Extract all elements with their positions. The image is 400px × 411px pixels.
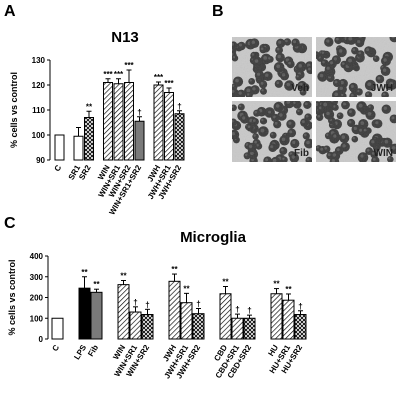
micrograph-noise xyxy=(316,37,396,97)
y-axis-label: % cells vs control xyxy=(7,259,17,335)
bar-rect xyxy=(174,113,185,161)
significance-label: ** xyxy=(222,278,229,287)
bar-jwh: ***JWH xyxy=(146,73,165,183)
y-tick-label: 400 xyxy=(30,252,44,261)
bar-rect xyxy=(180,302,193,340)
chart-title: N13 xyxy=(111,29,139,46)
bar-rect xyxy=(84,117,94,161)
bar-rect xyxy=(141,314,154,340)
significance-label: † xyxy=(235,305,239,314)
chart-microglia: Microglia % cells vs control 0 100 200 300 400… xyxy=(7,229,307,380)
micrograph-label: Veh xyxy=(291,83,309,94)
panel-letter-b: B xyxy=(212,3,224,20)
y-tick-label: 130 xyxy=(32,56,46,65)
bar-rect xyxy=(243,317,256,340)
micrograph-label: JWH xyxy=(371,83,393,94)
y-tick-label: 120 xyxy=(32,81,46,90)
bar-lps: **LPS xyxy=(72,268,91,361)
bar-rect xyxy=(192,313,205,340)
bar-hu: **HU xyxy=(266,280,283,358)
micrograph-panel: Veh JWH Fib WIN xyxy=(232,37,396,162)
micrograph-win: WIN xyxy=(316,101,396,162)
micrograph-noise xyxy=(232,37,312,97)
micrograph-fib: Fib xyxy=(232,101,312,162)
significance-label: ** xyxy=(86,102,93,111)
bar-rect xyxy=(270,293,283,340)
bar-rect xyxy=(117,284,130,340)
significance-label: ** xyxy=(273,280,280,289)
y-tick-label: 100 xyxy=(30,314,44,323)
bar-jwh: **JWH xyxy=(161,265,181,363)
bar-rect xyxy=(73,135,84,161)
bar-rect xyxy=(168,280,181,340)
micrograph-veh: Veh xyxy=(232,37,312,97)
significance-label: † xyxy=(133,298,137,307)
significance-label: ** xyxy=(285,285,292,294)
significance-label: ** xyxy=(93,280,100,289)
significance-label: *** xyxy=(103,70,113,79)
significance-label: *** xyxy=(114,70,124,79)
y-tick-label: 90 xyxy=(36,156,45,165)
micrograph-noise xyxy=(316,101,396,162)
micrograph-jwh: JWH xyxy=(316,37,396,97)
bar-rect xyxy=(134,120,145,161)
bar-rect xyxy=(113,83,124,161)
y-tick-label: 100 xyxy=(32,131,46,140)
significance-label: † xyxy=(145,300,149,309)
y-tick-label: 110 xyxy=(32,106,45,115)
bar-rect xyxy=(54,134,65,161)
x-tick-label: C xyxy=(53,163,64,173)
bar-rect xyxy=(219,293,232,340)
significance-label: ** xyxy=(81,268,88,277)
bar-rect xyxy=(282,299,295,340)
bar-rect xyxy=(51,317,64,340)
bar-rect xyxy=(78,287,91,340)
x-tick-label: Fib xyxy=(86,343,100,358)
bar-rect xyxy=(294,314,307,340)
panel-letter-a: A xyxy=(4,3,16,20)
bar-rect xyxy=(124,82,134,161)
bar-c: C xyxy=(53,134,65,173)
bar-cbd: **CBD xyxy=(212,278,232,363)
chart-title: Microglia xyxy=(180,229,247,246)
y-tick-label: 200 xyxy=(30,294,44,303)
significance-label: *** xyxy=(124,61,134,70)
x-tick-label: C xyxy=(51,343,62,353)
significance-label: ** xyxy=(183,284,190,293)
significance-label: ** xyxy=(171,265,178,274)
bar-win: **WIN xyxy=(111,271,130,361)
significance-label: *** xyxy=(154,73,164,82)
bar-rect xyxy=(153,84,164,161)
bar-rect xyxy=(90,291,103,340)
micrograph-label: WIN xyxy=(374,148,393,159)
significance-label: † xyxy=(247,306,251,315)
bar-rect xyxy=(231,317,244,340)
y-axis-label: % cells vs control xyxy=(9,72,19,148)
significance-label: † xyxy=(298,302,302,311)
y-tick-label: 0 xyxy=(39,335,44,344)
micrograph-noise xyxy=(232,101,312,162)
bar-c: C xyxy=(51,317,64,353)
significance-label: ** xyxy=(120,271,127,280)
bar-rect xyxy=(129,311,142,340)
significance-label: † xyxy=(196,299,200,308)
significance-label: † xyxy=(177,102,181,111)
bar-rect xyxy=(164,92,174,161)
panel-letter-c: C xyxy=(4,215,16,232)
bar-win: ***WIN xyxy=(96,70,113,182)
y-tick-label: 300 xyxy=(30,273,44,282)
micrograph-label: Fib xyxy=(294,148,309,159)
bar-rect xyxy=(103,82,113,161)
significance-label: *** xyxy=(164,79,174,88)
x-tick-label: SR2 xyxy=(77,163,93,181)
significance-label: † xyxy=(137,108,141,117)
